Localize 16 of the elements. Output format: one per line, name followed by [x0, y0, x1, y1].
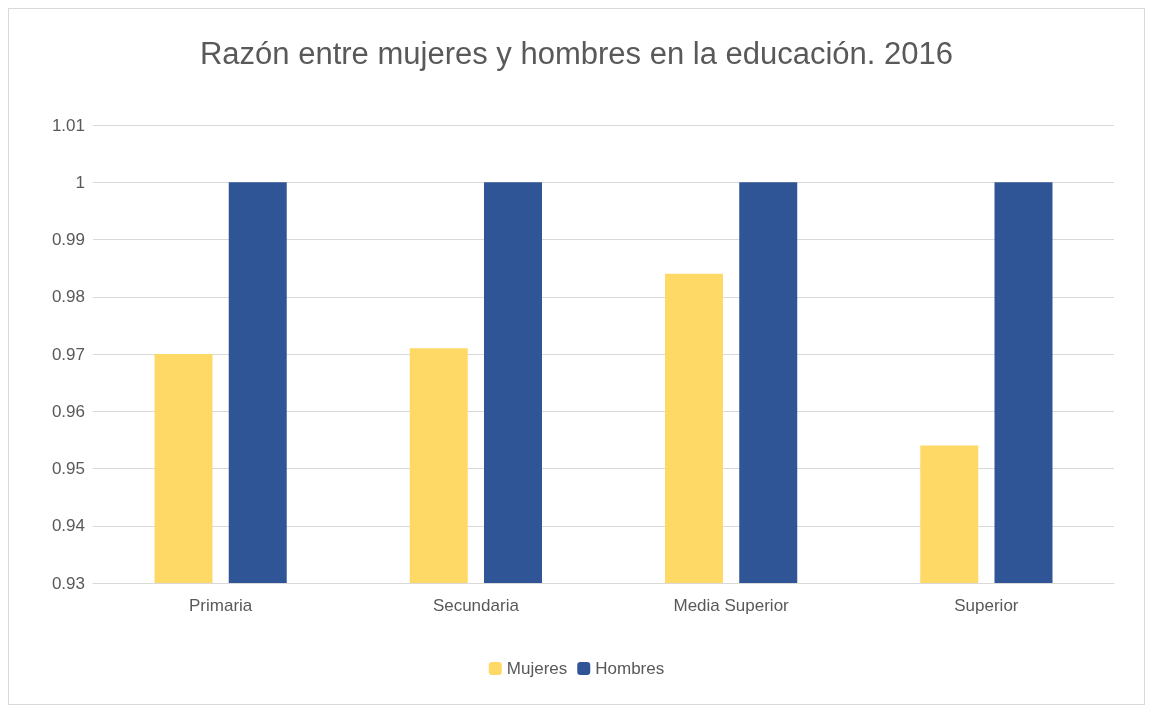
x-tick-label: Primaria [188, 596, 253, 615]
y-tick-label: 0.98 [51, 287, 85, 307]
y-tick-label: 1.01 [51, 115, 85, 135]
y-tick-label: 0.97 [51, 344, 85, 364]
y-tick-label: 0.99 [51, 230, 85, 249]
y-tick-label: 0.95 [51, 459, 85, 478]
y-tick-label: 1 [75, 172, 85, 192]
legend-label: Mujeres [506, 659, 568, 678]
legend-label: Hombres [595, 659, 665, 678]
chart-title: Razón entre mujeres y hombres en la educación. 2016 [199, 36, 954, 71]
y-tick-label: 0.96 [51, 401, 85, 421]
x-tick-label: Superior [954, 596, 1019, 615]
x-tick-label: Secundaria [432, 596, 520, 615]
x-tick-label: Media Superior [673, 596, 790, 615]
y-tick-label: 0.94 [51, 516, 85, 536]
y-tick-label: 0.93 [51, 573, 85, 593]
